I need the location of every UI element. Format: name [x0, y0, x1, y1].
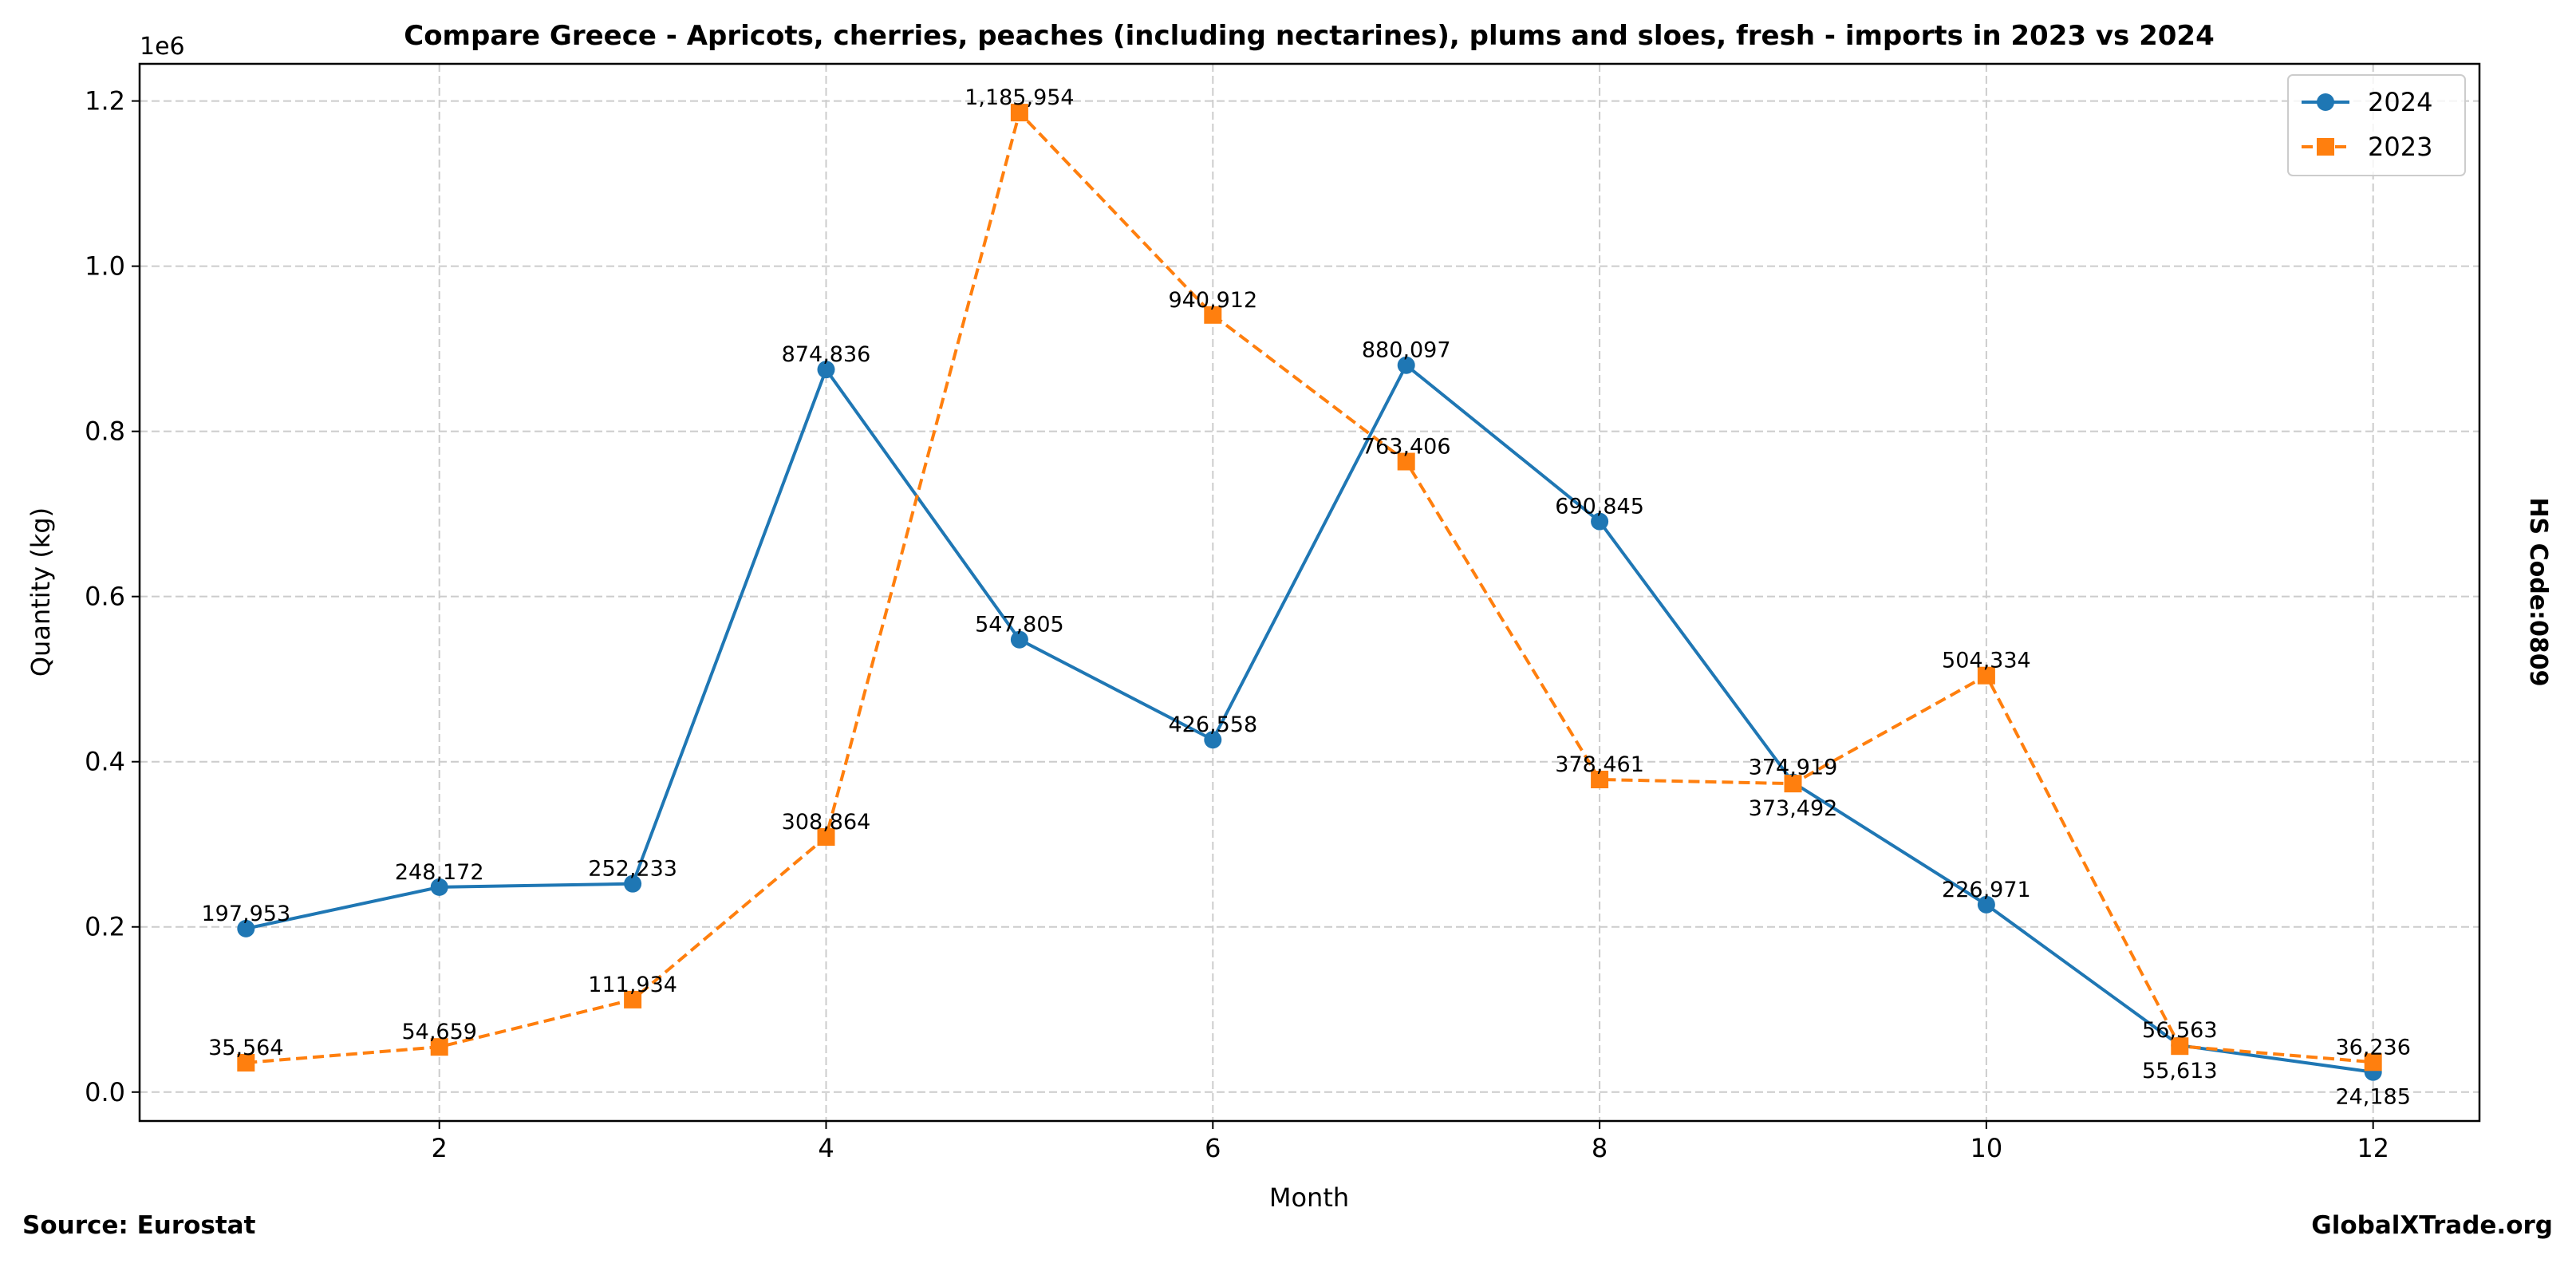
- data-point-2023: [1204, 306, 1222, 324]
- chart-title: Compare Greece - Apricots, cherries, pea…: [404, 20, 2214, 52]
- data-label-2023: 308,864: [782, 810, 871, 835]
- data-point-2023: [1591, 771, 1609, 789]
- series-line-2024: [245, 362, 2373, 1074]
- x-tick-label: 2: [432, 1133, 448, 1163]
- hs-code-label: HS Code:0809: [2524, 497, 2552, 686]
- plot-frame: [138, 62, 2481, 1123]
- x-axis-label: Month: [1269, 1182, 1349, 1213]
- data-point-2023: [1010, 104, 1028, 122]
- data-label-2024: 880,097: [1362, 338, 1451, 363]
- data-label-2024: 252,233: [588, 857, 677, 882]
- data-label-2024: 248,172: [395, 860, 484, 885]
- data-label-2024: 690,845: [1555, 495, 1644, 519]
- data-point-2023: [237, 1053, 255, 1072]
- data-label-2023: 763,406: [1362, 435, 1451, 460]
- data-label-2023: 504,334: [1942, 649, 2031, 673]
- data-label-2023: 940,912: [1168, 288, 1257, 313]
- x-tick-label: 6: [1205, 1133, 1221, 1163]
- data-label-2023: 378,461: [1555, 752, 1644, 777]
- data-labels: 197,953 248,172 252,233 874,836 547,805 426,5…: [201, 85, 2410, 1110]
- data-point-2023: [1784, 775, 1802, 793]
- data-point-2023: [2171, 1037, 2189, 1056]
- legend-marker-2023: [2317, 138, 2334, 156]
- data-label-2024: 374,919: [1749, 756, 1838, 780]
- data-point-2024: [1977, 895, 1995, 914]
- y-tick-label: 0.6: [85, 582, 125, 612]
- data-point-2024: [1204, 731, 1222, 749]
- x-tick-label: 8: [1592, 1133, 1608, 1163]
- data-point-2024: [1010, 630, 1028, 649]
- data-label-2024: 24,185: [2335, 1085, 2410, 1110]
- data-label-2023: 36,236: [2335, 1035, 2410, 1060]
- axis-ticks: 2 4 6 8 10 12 0.0 0.2 0.4 0.6 0.8 1.0 1.2: [85, 86, 2389, 1163]
- data-point-2024: [624, 874, 642, 893]
- y-tick-label: 0.0: [85, 1077, 125, 1107]
- y-tick-label: 1.2: [85, 86, 125, 116]
- y-offset-label: 1e6: [140, 33, 185, 61]
- grid: [140, 64, 2479, 1121]
- y-tick-label: 0.4: [85, 747, 125, 777]
- data-label-2024: 197,953: [201, 902, 290, 926]
- data-label-2024: 426,558: [1168, 712, 1257, 737]
- data-point-2023: [430, 1038, 448, 1056]
- data-point-2023: [2364, 1053, 2382, 1072]
- data-label-2024: 56,563: [2142, 1018, 2217, 1043]
- data-point-2023: [624, 990, 642, 1008]
- data-point-2024: [817, 361, 835, 379]
- series-lines: [237, 104, 2382, 1081]
- series-line-2023: [246, 109, 2373, 1064]
- y-axis-label: Quantity (kg): [26, 507, 56, 677]
- data-label-2023: 55,613: [2142, 1059, 2217, 1083]
- data-point-2024: [1591, 512, 1609, 531]
- x-tick-label: 10: [1970, 1133, 2003, 1163]
- y-tick-label: 0.8: [85, 416, 125, 447]
- data-label-2024: 874,836: [782, 342, 871, 367]
- data-point-2023: [1397, 452, 1415, 471]
- data-point-2024: [237, 919, 255, 937]
- legend-marker-2024: [2317, 93, 2334, 111]
- legend-label-2024: 2024: [2368, 87, 2432, 117]
- legend: 2024 2023: [2287, 74, 2466, 176]
- data-label-2024: 226,971: [1942, 878, 2031, 902]
- data-label-2024: 547,805: [975, 613, 1064, 637]
- data-label-2023: 111,934: [588, 973, 677, 997]
- data-point-2024: [430, 878, 448, 896]
- x-tick-label: 4: [818, 1133, 834, 1163]
- data-label-2023: 373,492: [1749, 796, 1838, 821]
- watermark: GlobalXTrade.org: [2311, 1211, 2553, 1240]
- data-label-2023: 35,564: [208, 1036, 283, 1060]
- legend-label-2023: 2023: [2368, 132, 2432, 162]
- source-label: Source: Eurostat: [22, 1211, 256, 1240]
- y-tick-label: 1.0: [85, 251, 125, 282]
- y-tick-label: 0.2: [85, 912, 125, 942]
- x-tick-label: 12: [2357, 1133, 2389, 1163]
- data-label-2023: 54,659: [401, 1020, 476, 1044]
- data-point-2023: [817, 828, 835, 847]
- data-point-2023: [1977, 666, 1995, 685]
- data-label-2023: 1,185,954: [965, 85, 1074, 110]
- data-point-2024: [1397, 356, 1415, 374]
